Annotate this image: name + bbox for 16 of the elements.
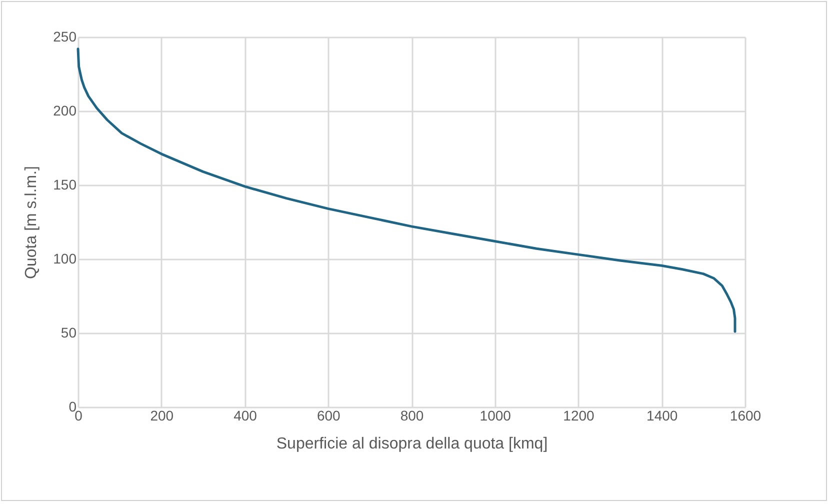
y-tick-label: 150	[53, 176, 77, 192]
x-tick-label: 1600	[730, 408, 762, 424]
x-tick-label: 1000	[480, 408, 512, 424]
x-tick-label: 1200	[563, 408, 595, 424]
y-axis-title: Quota [m s.l.m.]	[23, 166, 40, 279]
y-tick-label: 100	[53, 250, 77, 266]
x-tick-label: 800	[400, 408, 424, 424]
x-axis-title: Superficie al disopra della quota [kmq]	[276, 436, 548, 452]
line-series	[76, 48, 736, 333]
y-tick-label: 50	[60, 324, 77, 340]
x-tick-label: 600	[316, 408, 341, 424]
y-tick-label: 200	[53, 102, 77, 118]
x-tick-label: 1400	[646, 408, 678, 424]
y-tick-label: 250	[53, 28, 77, 44]
x-tick-label: 200	[150, 408, 174, 424]
x-tick-label: 400	[234, 408, 258, 424]
